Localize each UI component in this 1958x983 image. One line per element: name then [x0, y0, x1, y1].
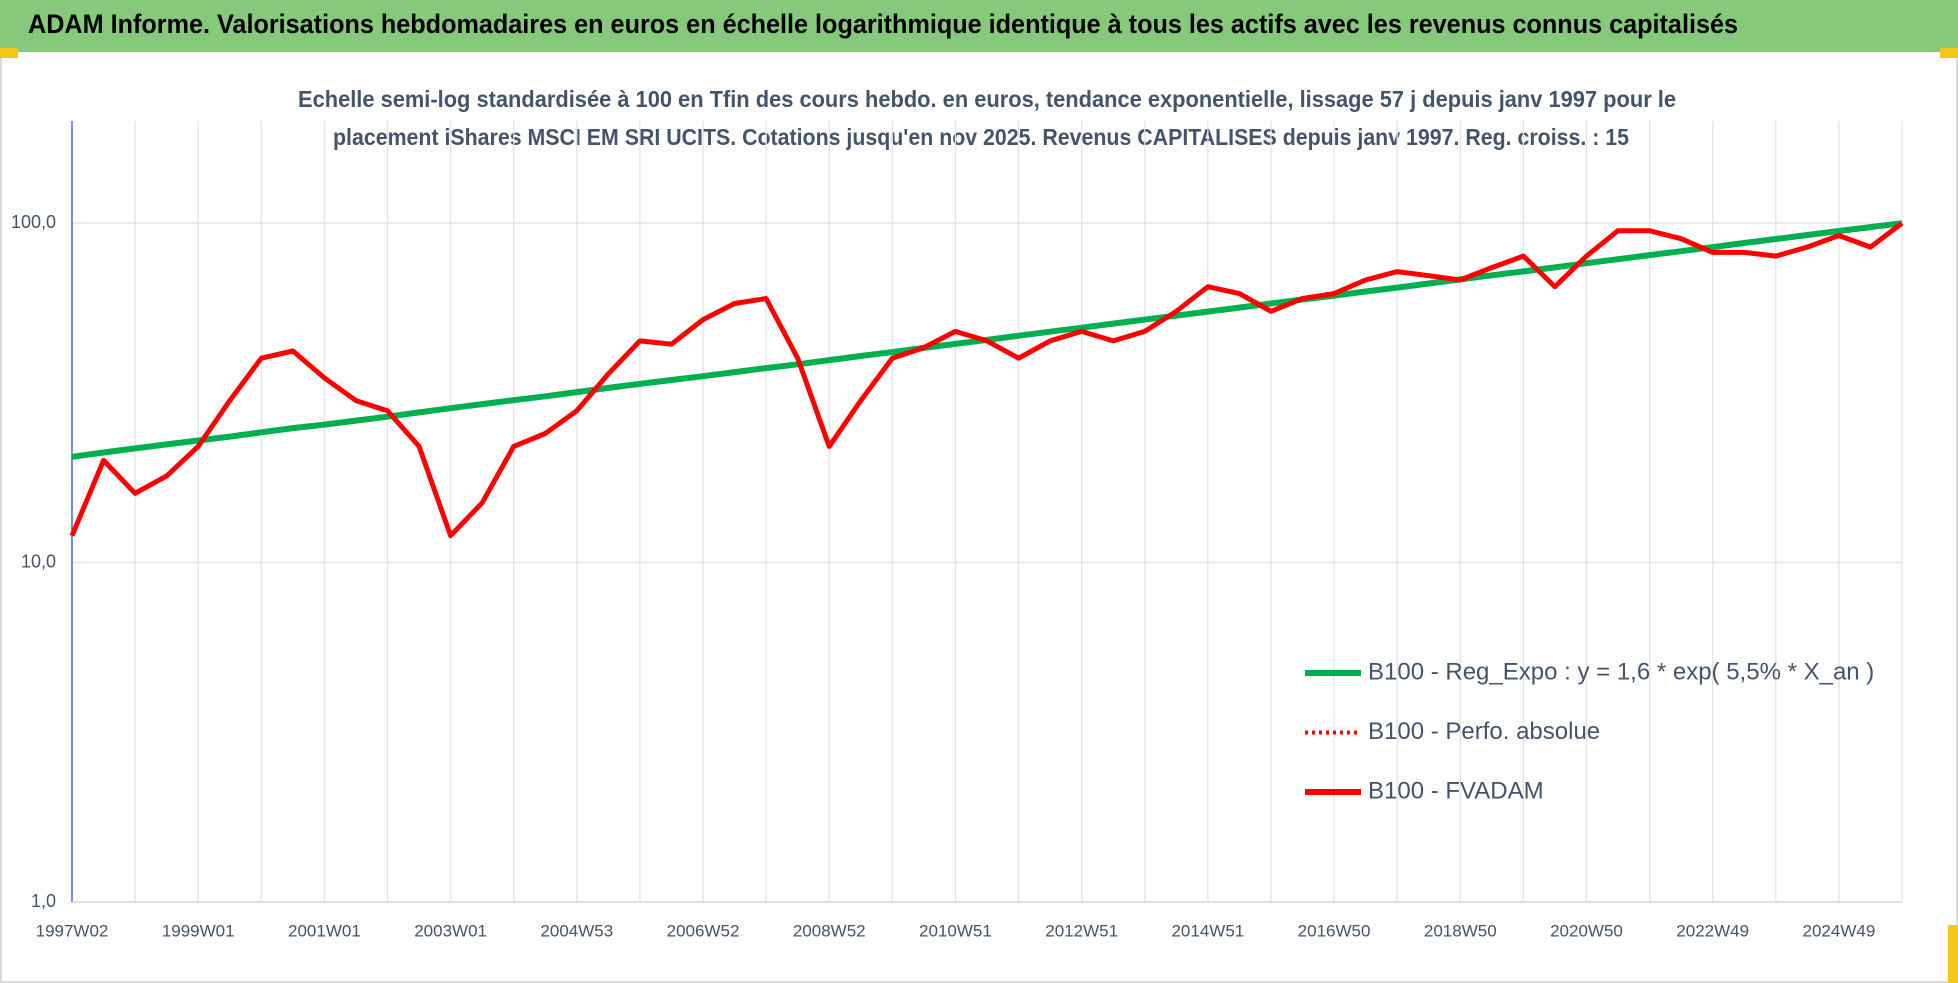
x-tick-label: 2016W50	[1298, 921, 1371, 940]
x-tick-label: 2004W53	[540, 921, 613, 940]
y-tick-label: 100,0	[11, 212, 56, 232]
corner	[1940, 48, 1958, 58]
x-tick-label: 2010W51	[919, 921, 992, 940]
chart-title: Echelle semi-log standardisée à 100 en T…	[298, 86, 1676, 112]
x-tick-label: 2008W52	[793, 921, 866, 940]
x-tick-label: 2006W52	[667, 921, 740, 940]
legend-label: B100 - Reg_Expo : y = 1,6 * exp( 5,5% * …	[1368, 658, 1874, 685]
x-tick-label: 2014W51	[1171, 921, 1244, 940]
x-tick-label: 2022W49	[1676, 921, 1749, 940]
x-tick-label: 2012W51	[1045, 921, 1118, 940]
corner	[1948, 925, 1958, 983]
x-tick-label: 1997W02	[36, 921, 109, 940]
x-tick-label: 2018W50	[1424, 921, 1497, 940]
x-tick-label: 2003W01	[414, 921, 487, 940]
legend-label: B100 - FVADAM	[1368, 777, 1544, 804]
corner	[0, 48, 18, 58]
y-tick-label: 1,0	[31, 891, 56, 911]
series-line	[69, 221, 1904, 539]
header-title: ADAM Informe. Valorisations hebdomadaire…	[28, 9, 1738, 39]
legend-label: B100 - Perfo. absolue	[1368, 718, 1600, 745]
x-tick-label: 1999W01	[162, 921, 235, 940]
header-bar	[0, 0, 1958, 52]
chart-title: placement iShares MSCI EM SRI UCITS. Cot…	[333, 124, 1629, 150]
x-tick-label: 2024W49	[1803, 921, 1876, 940]
x-tick-label: 2001W01	[288, 921, 361, 940]
x-tick-label: 2020W50	[1550, 921, 1623, 940]
y-tick-label: 10,0	[21, 551, 56, 571]
